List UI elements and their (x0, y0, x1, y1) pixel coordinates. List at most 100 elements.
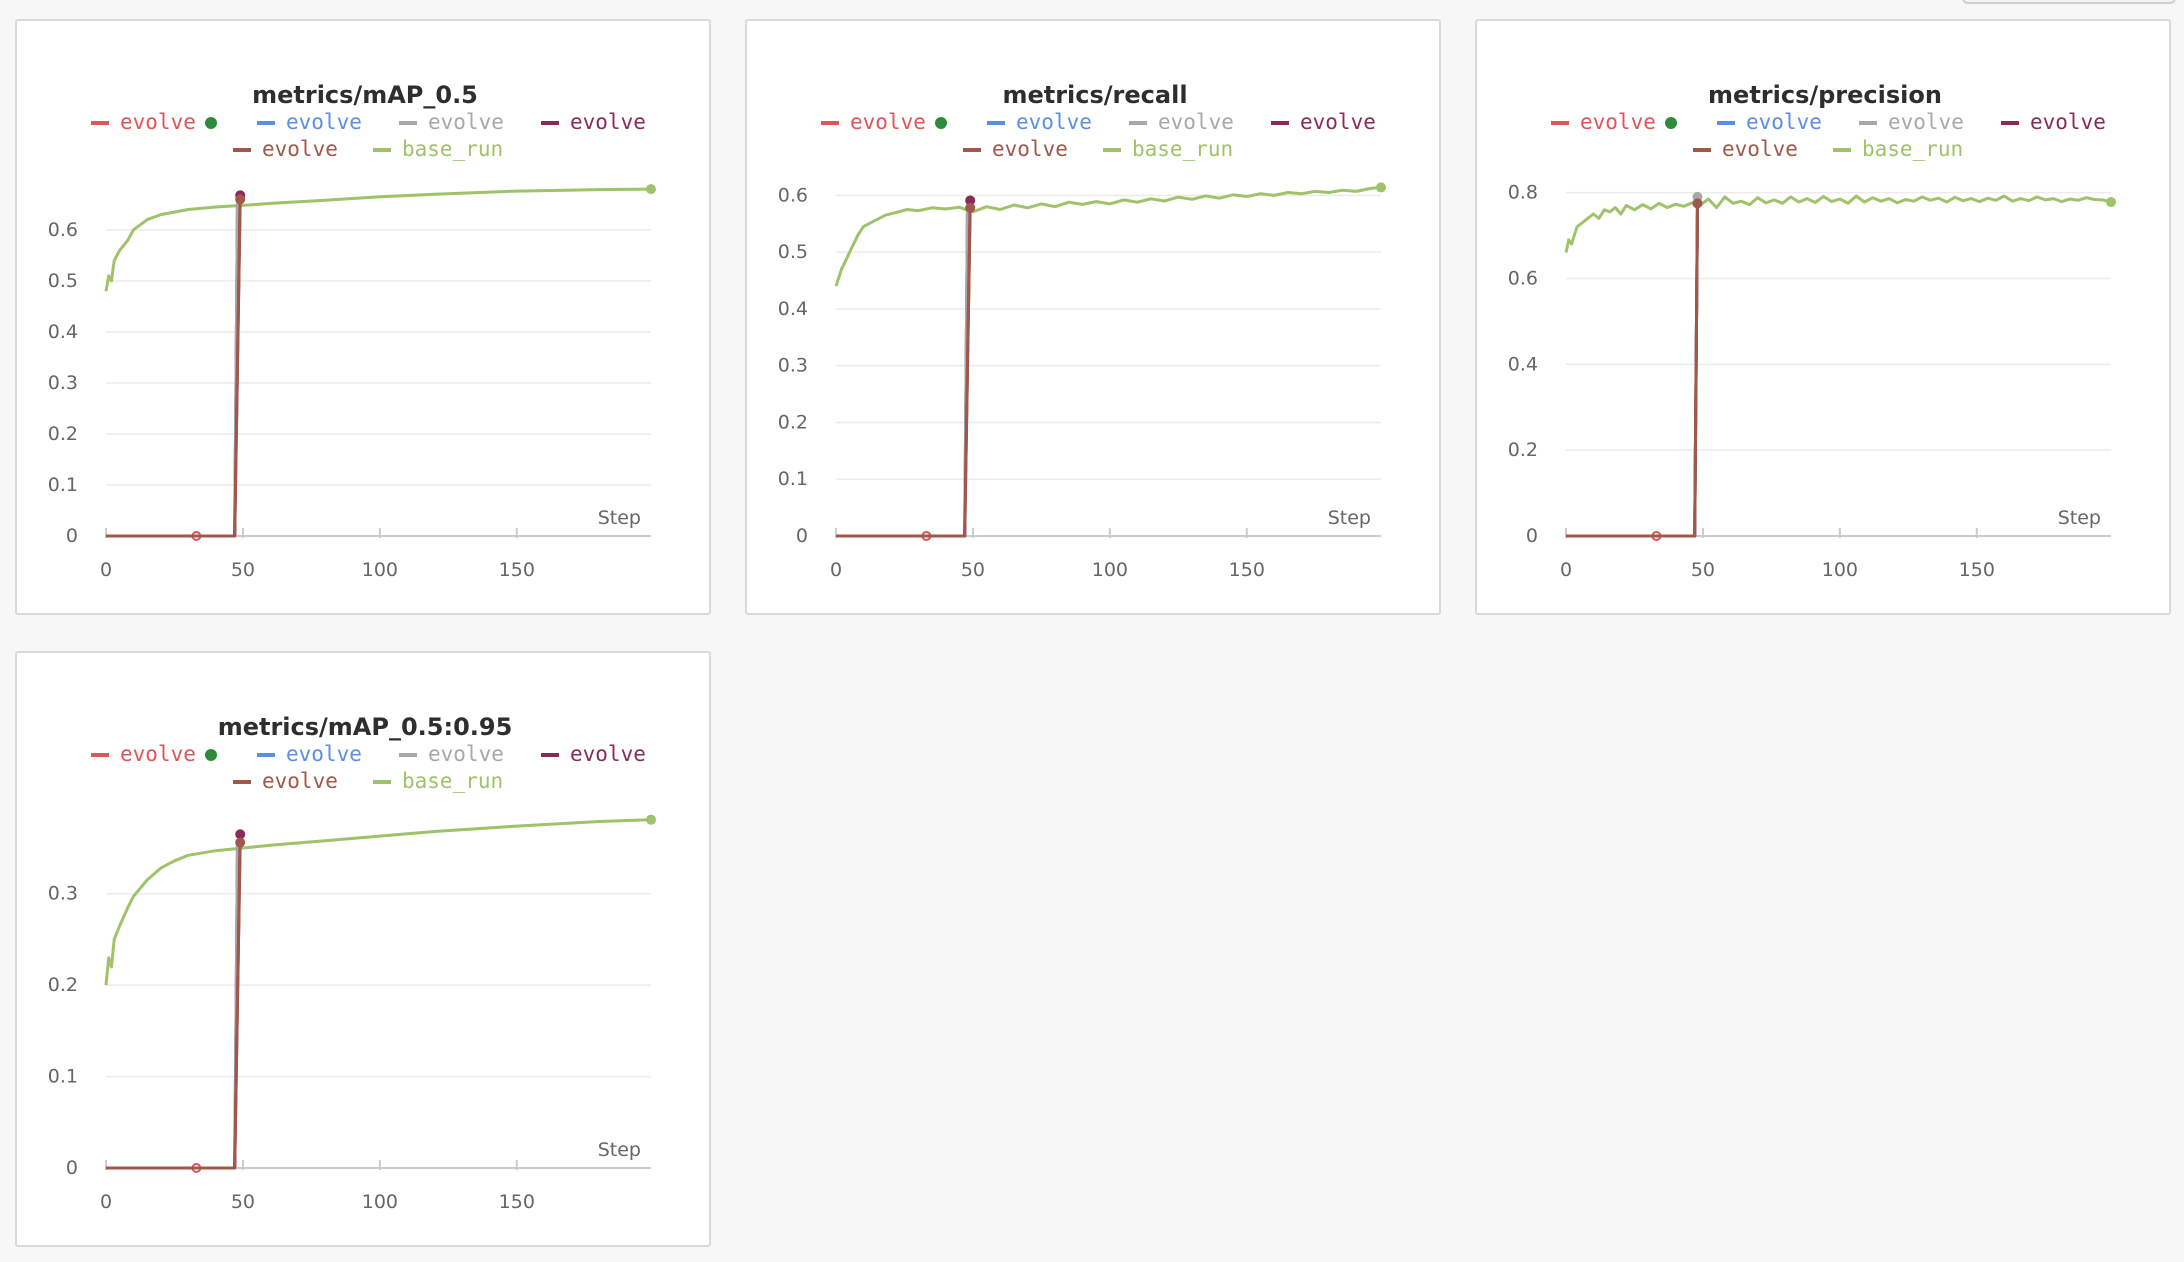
legend-item[interactable]: base_run (373, 137, 503, 161)
series-line[interactable] (836, 207, 972, 538)
series-line[interactable] (1566, 201, 1699, 538)
legend-item[interactable]: evolve (257, 110, 362, 134)
y-grid: 0 0.2 0.4 0.6 0.8 (1508, 182, 2111, 547)
x-tick-label: 150 (499, 559, 535, 581)
series-end-point[interactable] (235, 194, 246, 205)
series-evolve-0 (836, 206, 969, 541)
x-tick-label: 100 (1092, 559, 1128, 581)
series-base_run-5 (1564, 194, 2116, 254)
legend-label: base_run (402, 137, 503, 161)
y-tick-label: 0 (66, 1157, 78, 1179)
series-line[interactable] (1566, 196, 1699, 538)
status-dot-icon (935, 117, 947, 129)
legend-item[interactable]: evolve (257, 742, 362, 766)
y-tick-label: 0.2 (48, 974, 78, 996)
y-tick-label: 0.4 (1508, 353, 1538, 375)
series-end-point[interactable] (1692, 198, 1703, 209)
legend-item[interactable]: evolve (963, 137, 1068, 161)
legend-item[interactable]: evolve (1551, 110, 1677, 134)
chart-title: metrics/recall (1002, 81, 1187, 109)
legend-label: evolve (1016, 110, 1092, 134)
series-line[interactable] (1564, 194, 2112, 254)
legend-item[interactable]: evolve (1129, 110, 1234, 134)
y-tick-label: 0.6 (1508, 267, 1538, 289)
x-tick-label: 0 (830, 559, 842, 581)
series-end-point[interactable] (646, 814, 656, 825)
series-line[interactable] (836, 206, 969, 538)
series-line[interactable] (106, 199, 242, 538)
series-line[interactable] (106, 842, 239, 1170)
legend-label: evolve (1580, 110, 1656, 134)
legend-item[interactable]: evolve (233, 137, 338, 161)
legend-label: base_run (402, 769, 503, 793)
legend-item[interactable]: evolve (541, 110, 646, 134)
y-grid: 0 0.1 0.2 0.3 0.4 0.5 0.6 (48, 219, 651, 547)
series-line[interactable] (834, 185, 1382, 287)
legend-item[interactable]: base_run (373, 769, 503, 793)
chart-title: metrics/precision (1708, 81, 1942, 109)
series-end-point[interactable] (965, 195, 976, 206)
series-end-point[interactable] (235, 829, 246, 840)
legend-item[interactable]: evolve (2001, 110, 2106, 134)
series-line[interactable] (104, 818, 652, 986)
legend-item[interactable]: evolve (399, 742, 504, 766)
series-line[interactable] (104, 187, 652, 292)
legend-item[interactable]: evolve (541, 742, 646, 766)
series-line[interactable] (1566, 200, 1699, 538)
legend-label: evolve (286, 110, 362, 134)
legend-label: evolve (1746, 110, 1822, 134)
legend-item[interactable]: evolve (1271, 110, 1376, 134)
top-tab-edge[interactable] (1962, 0, 2176, 4)
x-tick-label: 0 (100, 1191, 112, 1213)
series-line[interactable] (836, 206, 969, 538)
legend-item[interactable]: evolve (1717, 110, 1822, 134)
legend-label: base_run (1132, 137, 1233, 161)
legend-item[interactable]: evolve (91, 110, 217, 134)
x-axis-label: Step (598, 507, 641, 529)
chart-legend: evolve evolve evolve evolve evolve base_run (91, 742, 646, 793)
series-line[interactable] (106, 842, 239, 1170)
chart-panel-map-0-5-0-95[interactable]: metrics/mAP_0.5:0.95 evolve evolve evolve ev… (15, 651, 711, 1247)
legend-item[interactable]: evolve (91, 742, 217, 766)
series-end-point[interactable] (646, 184, 656, 195)
series-line[interactable] (836, 206, 969, 538)
series-end-point[interactable] (235, 837, 246, 848)
series-end-point[interactable] (965, 202, 976, 213)
chart-panel-map-0-5[interactable]: metrics/mAP_0.5 evolve evolve evolve evolve e… (15, 19, 711, 615)
legend-label: evolve (1300, 110, 1376, 134)
chart-panel-precision[interactable]: metrics/precision evolve evolve evolve evolv… (1475, 19, 2171, 615)
x-tick-label: 150 (1959, 559, 1995, 581)
legend-label: evolve (262, 769, 338, 793)
legend-item[interactable]: evolve (1693, 137, 1798, 161)
x-tick-label: 50 (1691, 559, 1715, 581)
series-end-point[interactable] (2106, 197, 2116, 208)
x-tick-label: 50 (231, 559, 255, 581)
series-evolve-0 (106, 842, 239, 1173)
legend-label: evolve (1158, 110, 1234, 134)
legend-label: evolve (262, 137, 338, 161)
legend-item[interactable]: base_run (1103, 137, 1233, 161)
legend-item[interactable]: evolve (399, 110, 504, 134)
legend-item[interactable]: evolve (1859, 110, 1964, 134)
series-line[interactable] (1566, 201, 1699, 538)
x-tick-label: 100 (362, 559, 398, 581)
legend-label: base_run (1862, 137, 1963, 161)
legend-item[interactable]: evolve (821, 110, 947, 134)
series-line[interactable] (106, 834, 242, 1170)
legend-item[interactable]: base_run (1833, 137, 1963, 161)
series-line[interactable] (106, 842, 242, 1170)
series-line[interactable] (106, 842, 239, 1170)
chart-panel-recall[interactable]: metrics/recall evolve evolve evolve evolve ev… (745, 19, 1441, 615)
legend-item[interactable]: evolve (233, 769, 338, 793)
y-tick-label: 0.3 (48, 883, 78, 905)
series-end-point[interactable] (1376, 182, 1386, 193)
legend-item[interactable]: evolve (987, 110, 1092, 134)
x-tick-label: 50 (961, 559, 985, 581)
legend-label: evolve (850, 110, 926, 134)
series-evolve-4 (106, 837, 246, 1170)
status-dot-icon (205, 117, 217, 129)
series-line[interactable] (1566, 203, 1699, 538)
y-tick-label: 0.1 (48, 474, 78, 496)
series-line[interactable] (836, 200, 972, 538)
